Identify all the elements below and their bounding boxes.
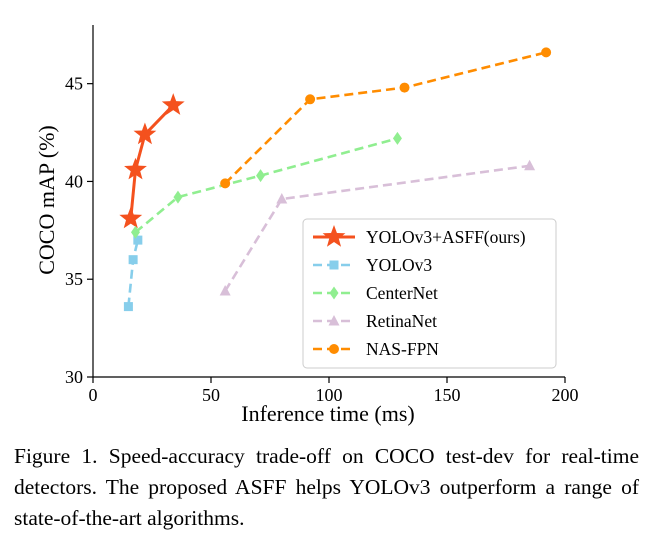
data-point-retinanet	[219, 284, 231, 296]
data-point-retinanet	[524, 159, 536, 171]
legend-box	[302, 218, 557, 369]
legend-label-centernet: CenterNet	[366, 283, 438, 303]
legend-label-nas-fpn: NAS-FPN	[366, 339, 439, 359]
data-point-centernet	[130, 225, 140, 239]
y-tick-label: 40	[65, 171, 83, 191]
x-tick-label: 200	[552, 385, 579, 405]
legend-marker-retinanet	[328, 315, 340, 326]
data-point-yolov3-asff-ours	[119, 206, 143, 229]
legend-marker-nas-fpn	[329, 344, 339, 354]
data-point-nas-fpn	[220, 178, 231, 189]
data-point-nas-fpn	[305, 94, 316, 105]
data-point-centernet	[392, 131, 402, 145]
x-tick-label: 50	[202, 385, 220, 405]
legend-marker-yolov3-asff-ours	[322, 225, 346, 247]
legend-label-retinanet: RetinaNet	[366, 311, 437, 331]
legend-label-yolov3: YOLOv3	[366, 255, 432, 275]
series-centernet	[130, 131, 402, 239]
series-nas-fpn	[220, 47, 552, 189]
data-point-yolov3	[128, 255, 138, 265]
data-point-yolov3-asff-ours	[124, 157, 147, 180]
data-point-yolov3-asff-ours	[161, 93, 185, 115]
data-point-yolov3	[133, 235, 143, 245]
series-line-retinanet	[224, 164, 530, 292]
x-axis-label: Inference time (ms)	[241, 401, 414, 426]
data-point-yolov3-asff-ours	[133, 122, 157, 145]
data-point-yolov3	[123, 302, 133, 312]
series-line-yolov3-asff-ours	[129, 104, 175, 219]
axes: 0 50 100 150 200 30 35 40 45	[65, 25, 579, 405]
y-tick-label: 45	[65, 74, 83, 94]
x-tick-label: 100	[316, 385, 343, 405]
series-line-nas-fpn	[224, 51, 547, 185]
data-point-retinanet	[276, 193, 288, 204]
legend-marker-centernet	[329, 286, 339, 300]
x-tick-label: 0	[89, 385, 98, 405]
data-point-centernet	[256, 169, 266, 183]
series-line-yolov3	[127, 239, 140, 307]
data-point-nas-fpn	[541, 47, 552, 58]
x-tick-label: 150	[434, 385, 461, 405]
series-line-centernet	[134, 137, 398, 234]
series-yolov3-asff-ours	[119, 93, 185, 229]
figure-caption: Figure 1. Speed-accuracy trade-off on CO…	[14, 444, 639, 530]
legend-label-yolov3-asff-ours: YOLOv3+ASFF(ours)	[366, 227, 526, 247]
y-tick-label: 30	[65, 367, 83, 387]
series-retinanet	[219, 159, 536, 296]
series-layer	[119, 47, 552, 312]
y-tick-label: 35	[65, 269, 83, 289]
legend: YOLOv3+ASFF(ours) YOLOv3 CenterNet RetinaNe…	[302, 218, 557, 369]
y-axis-label: COCO mAP (%)	[34, 125, 59, 275]
data-point-nas-fpn	[399, 82, 410, 93]
data-point-centernet	[173, 190, 183, 204]
series-yolov3	[123, 235, 143, 312]
legend-marker-yolov3	[329, 260, 339, 270]
